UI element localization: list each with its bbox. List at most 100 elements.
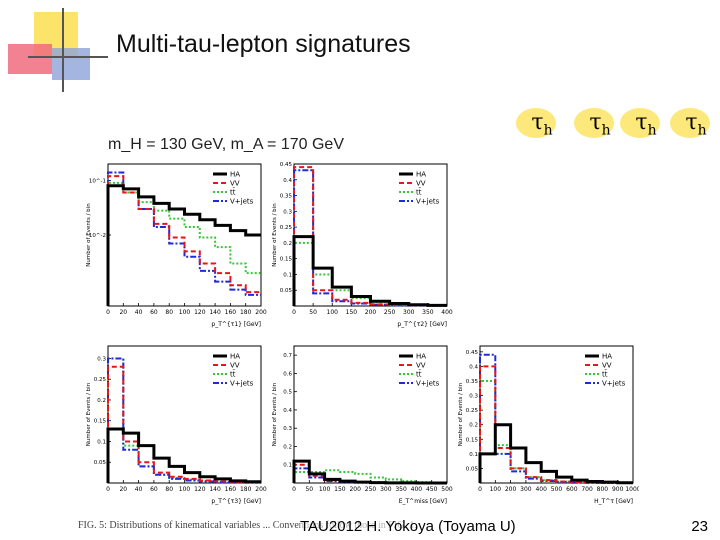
y-tick-label: 0.15	[466, 437, 479, 443]
series-line-ha	[478, 423, 633, 485]
series-line-vv	[107, 175, 261, 306]
plot-panel-4: Number of Events / bin E_T^miss [GeV] 0 50 1…	[268, 340, 453, 505]
decor-square-blue	[52, 48, 90, 80]
series-line-ha	[106, 184, 261, 306]
plot-svg-2: Number of Events / bin p_T^{τ2} [GeV] 0 50 1…	[272, 162, 453, 328]
x-axis-label: E_T^miss [GeV]	[399, 498, 447, 505]
tau-label-3: τh	[618, 106, 674, 140]
x-tick-label: 20	[119, 309, 127, 316]
x-tick-label: 80	[165, 309, 173, 316]
y-tick-label: 0.25	[280, 225, 293, 231]
series-line-vjets	[107, 357, 261, 484]
legend-label: V+jets	[416, 380, 440, 388]
y-tick-label: 0.3	[283, 209, 292, 215]
slide-title: Multi-tau-lepton signatures	[116, 30, 411, 58]
legend-label: VV	[230, 362, 240, 370]
x-tick-label: 300	[403, 309, 415, 316]
x-tick-label: 160	[225, 309, 237, 316]
x-tick-label: 20	[119, 486, 127, 493]
x-tick-label: 180	[240, 309, 252, 316]
decor-square-red	[8, 44, 52, 74]
x-tick-label: 180	[240, 486, 252, 493]
series-line-tt	[107, 181, 261, 306]
series-line-vjets	[479, 353, 633, 484]
y-tick-label: 0.3	[469, 394, 478, 400]
x-tick-label: 50	[309, 309, 317, 316]
x-tick-label: 500	[441, 486, 453, 493]
y-tick-label: 0.5	[283, 390, 292, 396]
x-tick-label: 140	[209, 486, 221, 493]
x-tick-label: 200	[255, 309, 267, 316]
y-tick-label: 0.35	[280, 194, 293, 200]
y-tick-label: 0.1	[283, 463, 292, 469]
series-line-vjets	[293, 169, 447, 307]
legend-label: VV	[230, 180, 240, 188]
legend-label: tt̄	[230, 369, 236, 378]
plot-panel-1: Number of Events / bin p_T^{τ1} [GeV] 0 20 4…	[82, 158, 267, 328]
legend-label: HA	[230, 353, 240, 361]
y-tick-label: 0.15	[94, 419, 107, 425]
y-tick-label: 0.05	[466, 466, 479, 472]
series-line-vv	[293, 166, 447, 307]
y-axis-label: Number of Events / bin	[86, 382, 92, 446]
y-tick-label: 0.2	[283, 241, 292, 247]
x-axis-label: p_T^{τ2} [GeV]	[397, 321, 447, 328]
legend-label: tt̄	[416, 369, 422, 378]
x-tick-label: 40	[135, 309, 143, 316]
y-axis-label: Number of Events / bin	[272, 382, 278, 446]
x-tick-label: 120	[194, 309, 206, 316]
y-tick-label: 0.6	[283, 371, 292, 377]
plot-svg-1: Number of Events / bin p_T^{τ1} [GeV] 0 20 4…	[86, 163, 267, 328]
legend-label: tt̄	[416, 187, 422, 196]
x-tick-label: 40	[135, 486, 143, 493]
legend-label: tt̄	[602, 369, 608, 378]
x-tick-label: 400	[441, 309, 453, 316]
y-tick-label: 0.1	[469, 452, 478, 458]
plot-panel-5: Number of Events / bin H_T^τ [GeV] 0 100 200…	[454, 340, 639, 505]
x-tick-label: 900	[612, 486, 624, 493]
legend-label: VV	[602, 362, 612, 370]
x-tick-label: 140	[209, 309, 221, 316]
x-tick-label: 200	[255, 486, 267, 493]
x-tick-label: 1000	[625, 486, 639, 493]
legend-label: HA	[230, 171, 240, 179]
tau-label-2: τh	[572, 106, 628, 140]
x-axis-label: p_T^{τ1} [GeV]	[211, 321, 261, 328]
y-tick-label: 0.1	[97, 439, 106, 445]
x-tick-label: 250	[365, 486, 377, 493]
x-tick-label: 100	[179, 309, 191, 316]
x-tick-label: 250	[384, 309, 396, 316]
x-tick-label: 200	[365, 309, 377, 316]
x-tick-label: 800	[597, 486, 609, 493]
x-tick-label: 300	[520, 486, 532, 493]
y-tick-label: 0.35	[466, 379, 479, 385]
x-tick-label: 200	[349, 486, 361, 493]
x-tick-label: 500	[551, 486, 563, 493]
plot-panel-3: Number of Events / bin p_T^{τ3} [GeV] 0 20 4…	[82, 340, 267, 505]
x-tick-label: 100	[319, 486, 331, 493]
x-tick-label: 60	[150, 486, 158, 493]
x-tick-label: 600	[566, 486, 578, 493]
legend-label: VV	[416, 362, 426, 370]
x-axis-label: H_T^τ [GeV]	[594, 498, 633, 505]
y-tick-label: 0.3	[97, 356, 106, 362]
y-tick-label: 0.45	[466, 350, 479, 356]
y-tick-label: 0.7	[283, 353, 292, 359]
y-tick-label: 0.4	[283, 178, 292, 184]
x-tick-label: 120	[194, 486, 206, 493]
figure-title: m_H = 130 GeV, m_A = 170 GeV	[108, 136, 344, 153]
x-tick-label: 0	[106, 309, 110, 316]
x-tick-label: 0	[106, 486, 110, 493]
x-tick-label: 400	[411, 486, 423, 493]
y-tick-label: 0.2	[97, 398, 106, 404]
x-tick-label: 450	[426, 486, 438, 493]
y-tick-label: 0.45	[280, 162, 293, 168]
plot-svg-5: Number of Events / bin H_T^τ [GeV] 0 100 200…	[458, 345, 639, 505]
y-tick-label: 0.25	[94, 377, 107, 383]
y-tick-label: 10^-2	[89, 233, 106, 239]
x-tick-label: 0	[292, 486, 296, 493]
x-tick-label: 350	[422, 309, 434, 316]
y-tick-label: 0.1	[283, 272, 292, 278]
y-axis-label: Number of Events / bin	[86, 203, 92, 267]
legend-label: V+jets	[230, 198, 254, 206]
